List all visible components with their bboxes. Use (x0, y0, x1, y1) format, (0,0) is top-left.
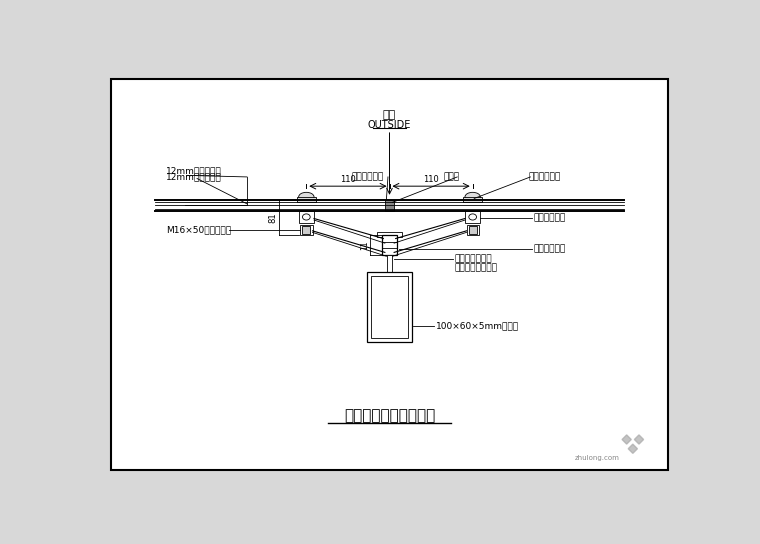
Polygon shape (635, 435, 644, 444)
Bar (469, 226, 477, 234)
Bar (467, 225, 479, 236)
Text: OUTSIDE: OUTSIDE (368, 120, 411, 129)
Text: 12mm厘钙化玻璃: 12mm厘钙化玻璃 (166, 166, 222, 175)
Bar (300, 225, 312, 236)
Bar (382, 236, 397, 256)
Bar (465, 211, 480, 223)
Text: 81: 81 (269, 212, 278, 223)
Text: 11: 11 (359, 240, 369, 250)
Ellipse shape (299, 193, 314, 202)
Bar (387, 256, 392, 273)
Ellipse shape (302, 214, 310, 220)
Text: 110: 110 (423, 175, 439, 184)
Text: zhulong.com: zhulong.com (575, 455, 620, 461)
Bar (302, 226, 310, 234)
Bar (371, 276, 408, 338)
Text: 110: 110 (340, 175, 356, 184)
Text: 不锈钙万向接: 不锈钙万向接 (534, 213, 565, 222)
Bar (299, 211, 314, 223)
Text: M16×50内六角质栖: M16×50内六角质栖 (166, 226, 231, 234)
Text: 室外: 室外 (383, 110, 396, 120)
Text: 不锈钙接夹头: 不锈钙接夹头 (528, 172, 560, 182)
Polygon shape (629, 444, 638, 453)
Bar (377, 232, 402, 237)
Text: 不锈钙接驳爪: 不锈钙接驳爪 (534, 245, 565, 254)
Text: 12mm厘钙化玻璃: 12mm厘钙化玻璃 (166, 172, 222, 182)
Ellipse shape (465, 193, 480, 202)
Bar (385, 200, 394, 211)
Text: 100×60×5mm厉方钙: 100×60×5mm厉方钙 (435, 322, 519, 331)
Bar (367, 273, 412, 342)
Text: 密封胶: 密封胶 (443, 172, 460, 182)
Text: （与钉架焉接）: （与钉架焉接） (455, 255, 492, 264)
Text: 点式幕墙大样图（一）: 点式幕墙大样图（一） (344, 408, 435, 423)
Ellipse shape (469, 214, 477, 220)
Text: 内螺纹过渡连接轴: 内螺纹过渡连接轴 (455, 263, 498, 273)
Text: 耐磨弹性垫片: 耐磨弹性垫片 (351, 172, 383, 182)
Bar (297, 197, 315, 202)
Bar (464, 197, 482, 202)
Polygon shape (622, 435, 632, 444)
